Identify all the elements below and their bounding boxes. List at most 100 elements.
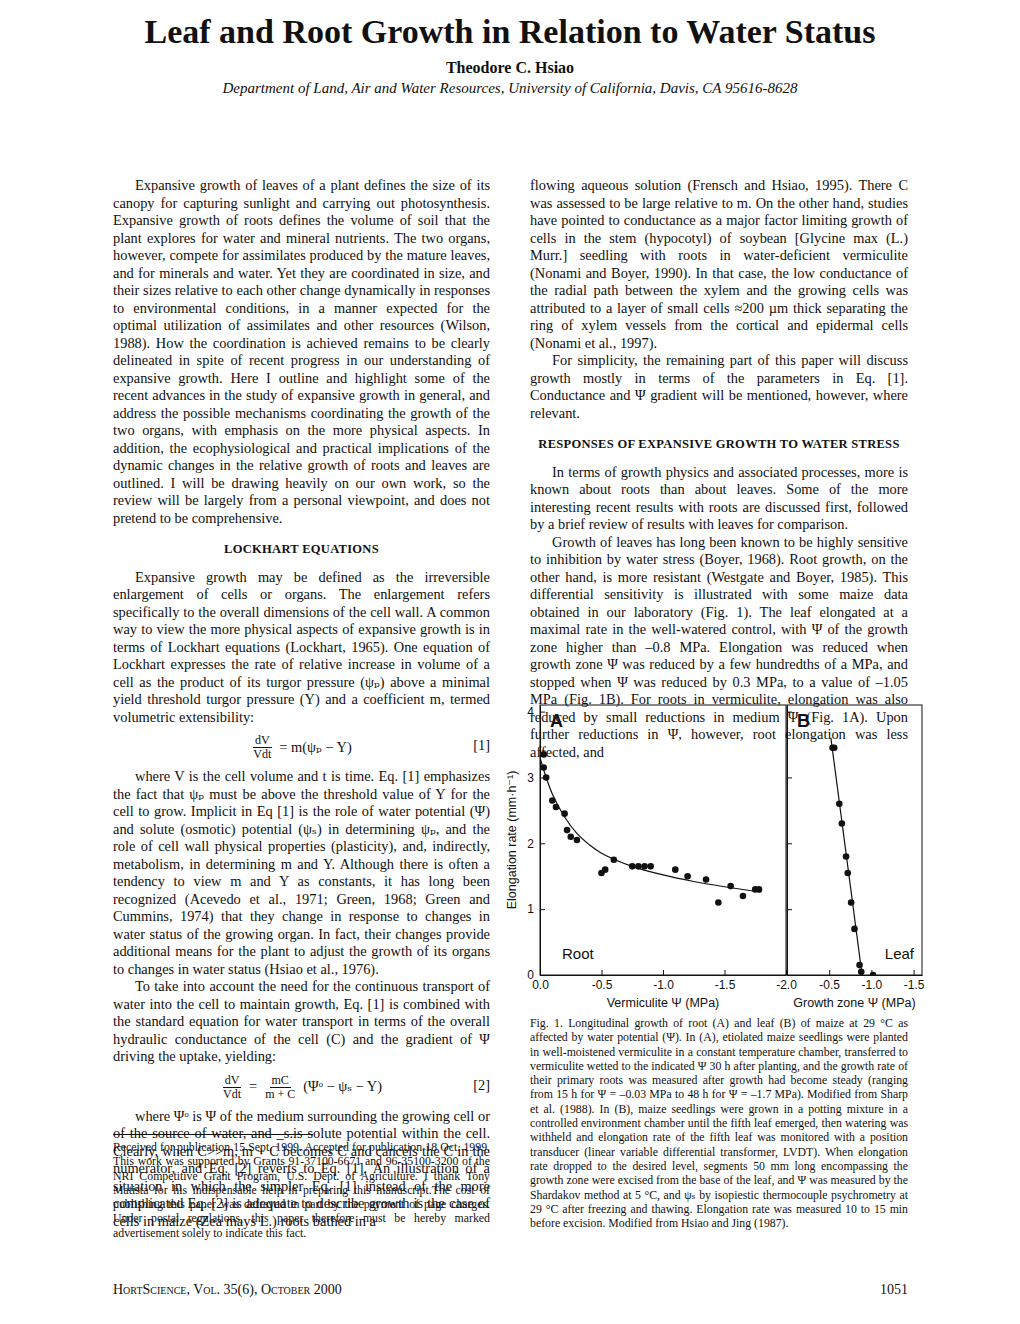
paragraph: Expansive growth of leaves of a plant de… [113, 177, 490, 527]
title: Leaf and Root Growth in Relation to Wate… [0, 12, 1020, 52]
affiliation: Department of Land, Air and Water Resour… [0, 78, 1020, 98]
y-tick [787, 712, 792, 713]
denominator: Vdt [251, 748, 273, 761]
y-axis: 0 1 2 3 4 [527, 705, 545, 982]
equation: dVVdt=mCm + C(Ψᵒ − ψₛ − Y)[2] [113, 1071, 490, 1101]
data-point [641, 863, 648, 870]
data-point [602, 866, 609, 873]
y-tick: 3 [527, 771, 545, 785]
y-tick: 2 [527, 837, 545, 851]
x-tick: -1.5 [715, 970, 736, 992]
tick-label: 3 [527, 771, 534, 785]
x-tick: -1.0 [653, 970, 674, 992]
y-axis [787, 706, 792, 976]
data-point [574, 837, 581, 844]
data-point [647, 863, 654, 870]
y-tick [787, 843, 792, 844]
fit-line [540, 758, 761, 892]
panel-label: B [797, 711, 810, 731]
tick-mark [914, 970, 915, 975]
tick-mark [787, 777, 792, 778]
section-heading: RESPONSES OF EXPANSIVE GROWTH TO WATER S… [530, 436, 908, 454]
tick-label: 4 [527, 705, 534, 719]
tick-mark [787, 909, 792, 910]
fit-line [831, 738, 862, 975]
panel: 0.0-0.5-1.0-1.5-2.001234ARootVermiculite… [505, 705, 797, 1010]
tick-label: -2.0 [776, 978, 797, 992]
plot-frame [787, 705, 922, 975]
header: Leaf and Root Growth in Relation to Wate… [0, 12, 1020, 98]
x-tick: -0.5 [819, 970, 840, 992]
plot-frame [540, 705, 786, 975]
paragraph: Growth of leaves has long been known to … [530, 534, 908, 762]
equation-body: dVVdt=mCm + C(Ψᵒ − ψₛ − Y) [218, 1074, 385, 1101]
data-point [567, 833, 574, 840]
axis-line [787, 706, 788, 976]
tick-mark [540, 909, 545, 910]
equation: dVVdt = m(ψₚ − Y) [1] [113, 731, 490, 761]
tick-label: -1.5 [715, 978, 736, 992]
tick-label: 1 [527, 902, 534, 916]
tick-mark [725, 970, 726, 975]
paragraph: To take into account the need for the co… [113, 978, 490, 1066]
x-axis: 0.0 -0.5 -1.0 -1.5 -2.0 [532, 970, 797, 992]
equation-number: [1] [473, 737, 490, 755]
panel: -0.5-1.0-1.5BLeafGrowth zone Ψ (MPa) [787, 705, 925, 1010]
paragraph: In terms of growth physics and associate… [530, 464, 908, 534]
footnote: Received for publication 15 Sept. 1999. … [113, 1140, 490, 1240]
paragraph: Expansive growth may be defined as the i… [113, 569, 490, 727]
footnote-rule [113, 1134, 313, 1135]
y-tick [787, 909, 792, 910]
tick-mark [602, 970, 603, 975]
panel-label: A [550, 711, 563, 731]
numerator: dV [253, 734, 272, 748]
axis-line [540, 706, 541, 976]
axis-line [788, 975, 923, 976]
x-axis-title: Vermiculite Ψ (MPa) [607, 996, 720, 1010]
equation-term: = m(ψₚ − Y) [279, 739, 351, 757]
data-point [540, 751, 547, 758]
fraction: mCm + C [263, 1074, 297, 1101]
page-number: 1051 [808, 1282, 908, 1298]
y-axis-title: Elongation rate (mm·h⁻¹) [505, 771, 519, 910]
tick-mark [540, 712, 545, 713]
y-tick: 4 [527, 705, 545, 719]
tick-label: -1.0 [653, 978, 674, 992]
axis-line [541, 975, 787, 976]
fraction: dVVdt [251, 734, 273, 761]
numerator: mC [270, 1074, 291, 1088]
tick-label: -0.5 [592, 978, 613, 992]
marks [829, 738, 876, 975]
figure-caption: Fig. 1. Longitudinal growth of root (A) … [530, 1016, 908, 1230]
tick-mark [829, 970, 830, 975]
tick-mark [787, 975, 792, 976]
equation-body: dVVdt = m(ψₚ − Y) [248, 734, 354, 761]
equation-number: [2] [473, 1077, 490, 1095]
paragraph: flowing aqueous solution (Frensch and Hs… [530, 177, 908, 352]
data-point [684, 873, 691, 880]
x-tick: -1.5 [904, 970, 925, 992]
tick-label: 0.0 [532, 978, 549, 992]
tick-label: -0.5 [819, 978, 840, 992]
data-point [715, 899, 722, 906]
data-point [703, 876, 710, 883]
tick-label: 0 [527, 968, 534, 982]
figure: 0.0-0.5-1.0-1.5-2.001234ARootVermiculite… [500, 697, 940, 1015]
equation-term: (Ψᵒ − ψₛ − Y) [303, 1078, 382, 1096]
y-tick: 1 [527, 902, 545, 916]
x-axis: -0.5-1.0-1.5 [788, 970, 925, 992]
denominator: Vdt [221, 1088, 243, 1101]
paragraph: For simplicity, the remaining part of th… [530, 352, 908, 422]
text-column: flowing aqueous solution (Frensch and Hs… [530, 177, 908, 761]
data-point [564, 827, 571, 834]
y-tick [787, 975, 792, 976]
tick-mark [663, 970, 664, 975]
y-tick [787, 777, 792, 778]
tick-mark [540, 843, 545, 844]
annotation: Leaf [885, 945, 915, 962]
journal-footer: HortScience, Vol. 35(6), October 2000 [113, 1282, 342, 1298]
equation-term: = [249, 1078, 257, 1096]
marks [540, 751, 762, 906]
tick-mark [787, 712, 792, 713]
denominator: m + C [263, 1088, 297, 1101]
